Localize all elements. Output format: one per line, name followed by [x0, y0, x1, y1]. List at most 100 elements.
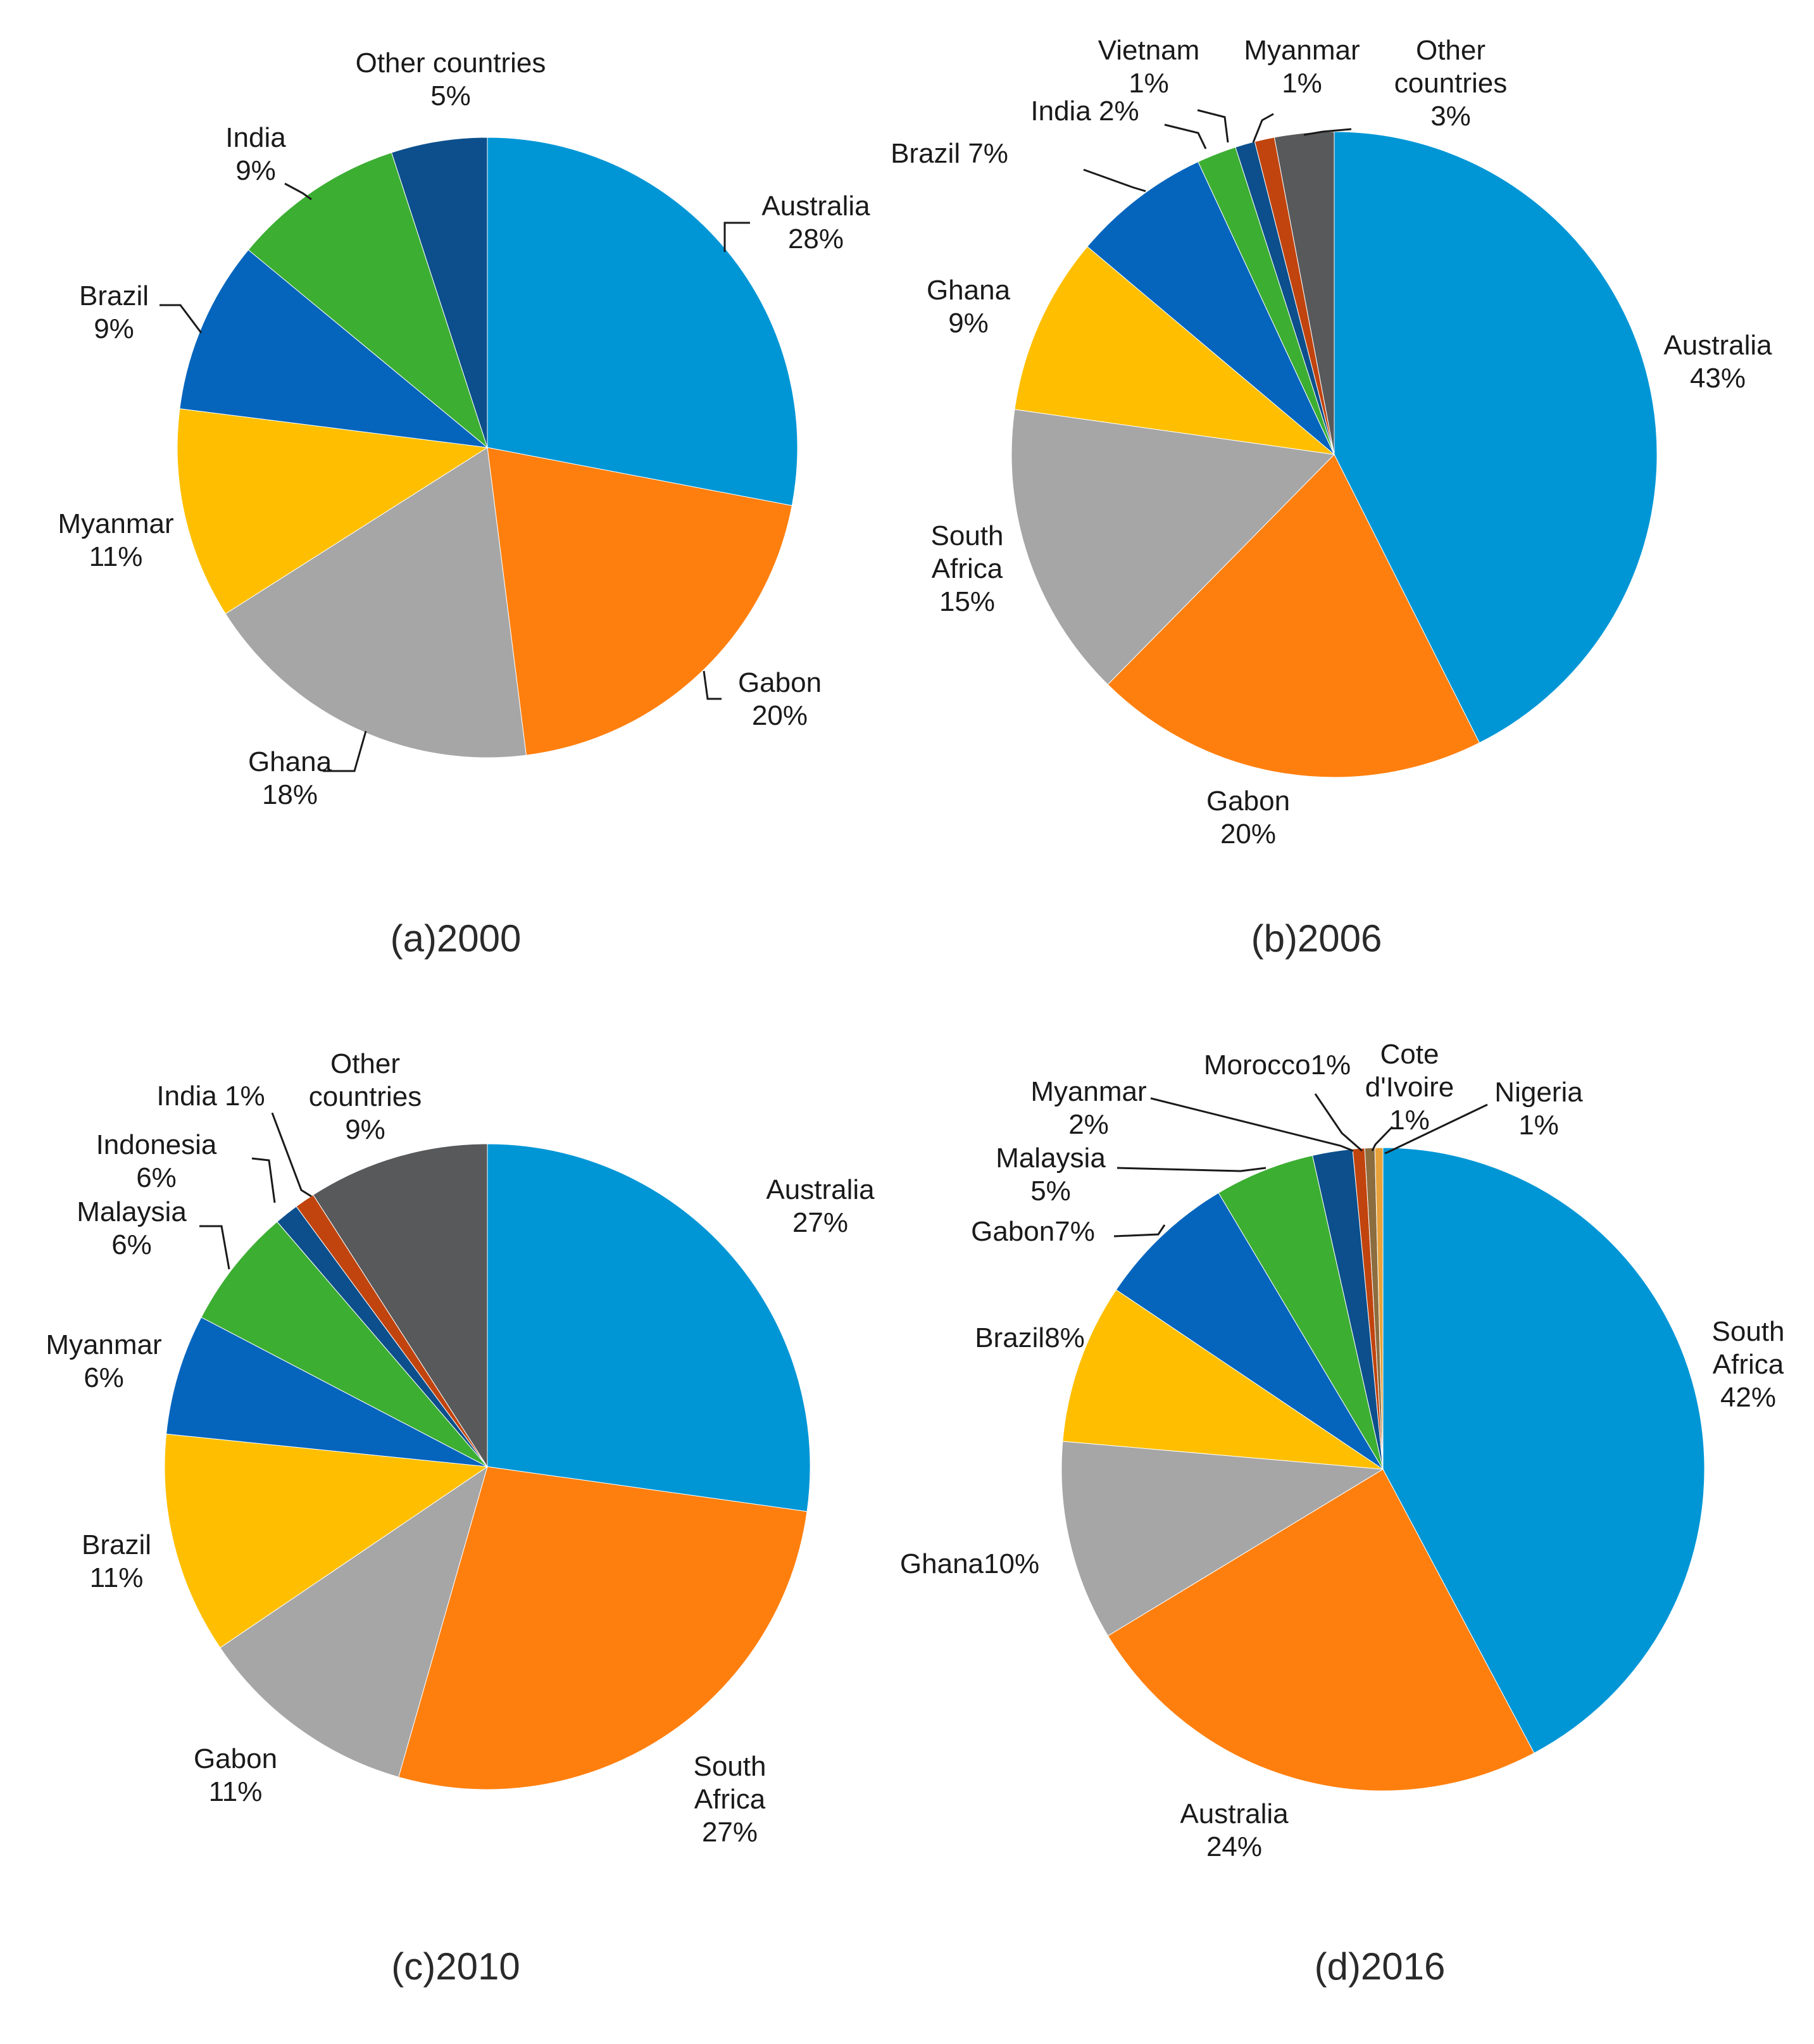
slice-label: Cote d'Ivoire 1%	[1365, 1039, 1454, 1136]
slice-label-line: South	[931, 520, 1004, 551]
slice-label: Myanmar 6%	[46, 1329, 161, 1393]
slice-label-line: Gabon	[1206, 786, 1290, 817]
slice-australia	[487, 1143, 811, 1512]
slice-label-line: 42%	[1720, 1382, 1776, 1413]
slice-label-line: India 2%	[1030, 96, 1139, 127]
slice-label: Ghana 9%	[927, 275, 1011, 339]
slice-label-line: Africa	[1713, 1349, 1784, 1380]
leader-line	[284, 182, 312, 201]
slice-label-line: Australia	[1663, 330, 1772, 361]
slice-malaysia	[1218, 1155, 1384, 1470]
leader-line	[1314, 1093, 1363, 1152]
slice-label-line: 6%	[111, 1229, 152, 1260]
slice-label: Malaysia 6%	[77, 1196, 187, 1260]
slice-australia	[1334, 131, 1658, 744]
slice-label-line: Ghana	[248, 746, 332, 777]
chart-caption: (d)2016	[1315, 1945, 1446, 1988]
slice-label-line: Australia	[1180, 1798, 1289, 1829]
slice-label: India 2%	[1030, 96, 1139, 127]
slice-label-line: Other countries	[356, 47, 546, 78]
slice-brazil	[1087, 161, 1335, 455]
slice-label-line: 9%	[235, 155, 276, 186]
slice-label: Australia 24%	[1180, 1798, 1289, 1862]
slice-label: Vietnam 1%	[1098, 35, 1200, 99]
slice-label-line: 15%	[939, 586, 995, 617]
slice-india	[247, 152, 489, 449]
slice-label-line: Myanmar	[1030, 1076, 1146, 1107]
slice-label-line: Malaysia	[996, 1143, 1106, 1174]
chart-caption: (a)2000	[391, 917, 522, 960]
slice-label-line: 28%	[788, 223, 844, 254]
slice-label: Brazil8%	[975, 1322, 1085, 1353]
slice-south	[1011, 409, 1335, 686]
slice-label-line: Myanmar	[58, 508, 173, 539]
slice-label-line: 11%	[89, 541, 143, 572]
chart-caption: (c)2010	[391, 1945, 520, 1988]
leader-line	[1384, 1103, 1488, 1155]
slice-label: Other countries 5%	[356, 47, 546, 111]
leader-line	[251, 1157, 276, 1203]
slice-ghana	[1014, 246, 1335, 455]
slice-label-line: Malaysia	[77, 1196, 187, 1227]
slice-gabon	[1107, 454, 1480, 778]
slice-label-line: Vietnam	[1098, 35, 1200, 66]
slice-label-line: Morocco1%	[1204, 1050, 1351, 1081]
slice-label-line: 43%	[1690, 363, 1746, 394]
slice-label-line: 1%	[1389, 1105, 1430, 1136]
slice-label-line: Myanmar	[1244, 35, 1360, 66]
slice-label-line: Myanmar	[46, 1329, 161, 1360]
slice-label-line: South	[1712, 1316, 1785, 1347]
slice-label-line: 9%	[948, 308, 989, 339]
slice-label-line: 5%	[1030, 1176, 1071, 1207]
leader-line	[1164, 123, 1207, 149]
slice-label-line: 2%	[1068, 1109, 1109, 1140]
slice-label: Gabon7%	[971, 1216, 1095, 1247]
leader-line	[1197, 109, 1229, 143]
leader-line	[1150, 1097, 1354, 1152]
slice-label-line: India 1%	[156, 1081, 265, 1112]
slice-gabon	[220, 1465, 488, 1778]
pie-chart-3: Australia 27%South Africa 27%Gabon 11%Brazil…	[46, 1048, 875, 1988]
slice-label: South Africa 27%	[694, 1751, 766, 1848]
slice-label-line: South	[694, 1751, 766, 1782]
slice-label-line: 5%	[430, 80, 471, 111]
slice-label: Myanmar 1%	[1244, 35, 1360, 99]
slice-label-line: Ghana10%	[900, 1548, 1039, 1579]
slice-ghana	[1061, 1441, 1384, 1636]
slice-label: Brazil 11%	[82, 1529, 151, 1593]
leader-line	[1252, 113, 1274, 143]
slice-label: South Africa 15%	[931, 520, 1004, 617]
slice-label: Other countries 3%	[1394, 35, 1508, 132]
slice-label-line: 9%	[94, 313, 134, 344]
leader-line	[703, 670, 722, 700]
slice-label: Malaysia 5%	[996, 1143, 1106, 1207]
pie-chart-4: South Africa 42% Australia 24% Ghana10% Brazil…	[900, 1039, 1785, 1988]
slice-label-line: Other	[330, 1048, 400, 1079]
slice-label-line: 6%	[84, 1362, 124, 1393]
leader-line	[1303, 128, 1352, 136]
chart-caption: (b)2006	[1251, 917, 1382, 960]
slice-label: Australia 27%	[766, 1174, 875, 1238]
slice-label-line: India	[225, 122, 286, 153]
slice-label: Australia 43%	[1663, 330, 1772, 394]
slice-label: India 9%	[225, 122, 286, 186]
slice-ghana	[225, 447, 527, 758]
slice-label: Gabon 20%	[1206, 786, 1290, 850]
leader-line	[199, 1225, 230, 1270]
slice-other-countries	[391, 137, 488, 448]
slice-label: Myanmar 11%	[58, 508, 173, 572]
slice-label-line: 11%	[209, 1776, 263, 1807]
slice-label: Brazil 7%	[891, 138, 1008, 169]
slice-label-line: 6%	[136, 1162, 177, 1193]
slice-label-line: Ghana	[927, 275, 1011, 306]
leader-line	[323, 730, 367, 772]
slice-label: Ghana 18%	[248, 746, 332, 810]
slice-label: Other countries 9%	[309, 1048, 422, 1145]
slice-australia	[1107, 1469, 1535, 1791]
slice-label-line: d'Ivoire	[1365, 1072, 1454, 1103]
slice-label: Morocco1%	[1204, 1050, 1351, 1081]
slice-label: Indonesia 6%	[96, 1129, 217, 1193]
slice-label-line: Africa	[694, 1784, 766, 1815]
slice-label: Ghana10%	[900, 1548, 1039, 1579]
